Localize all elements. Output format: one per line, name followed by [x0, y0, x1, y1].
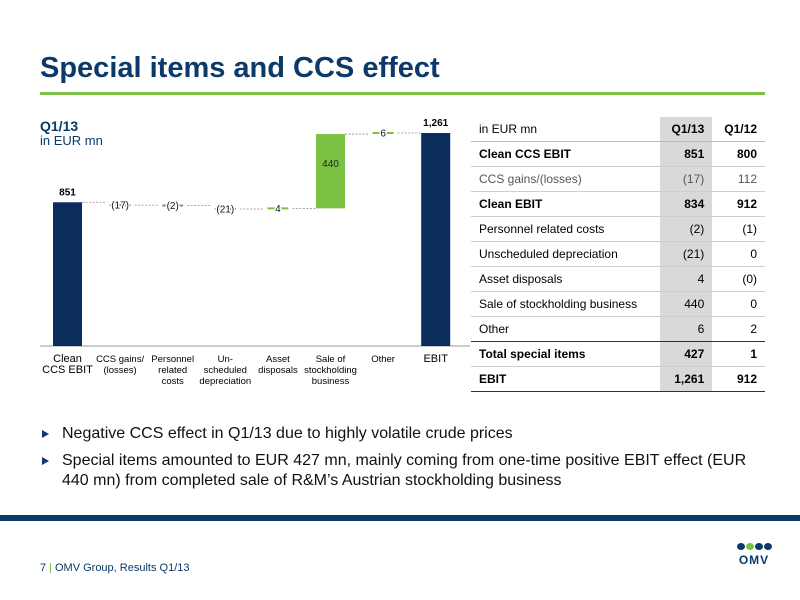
bar-value-label: (2)	[167, 201, 179, 212]
bullet-text: Special items amounted to EUR 427 mn, ma…	[62, 452, 747, 489]
table-cell-q113: (17)	[659, 166, 713, 192]
table-row: Clean CCS EBIT 851 800	[471, 141, 765, 167]
table-cell-q112: 1	[712, 341, 765, 367]
table-cell-q112: 2	[712, 316, 765, 342]
table-cell-q112: 0	[712, 241, 765, 267]
triangle-bullet-icon	[42, 457, 49, 465]
bar-value-label: 6	[380, 129, 386, 140]
table-cell-q112: 912	[712, 191, 765, 217]
table-cell-q113: 1,261	[659, 366, 713, 392]
table-row: EBIT 1,261 912	[471, 366, 765, 392]
category-label: Clean	[53, 353, 82, 365]
table-cell-label: Clean CCS EBIT	[471, 141, 660, 167]
table-header-q113: Q1/13	[659, 117, 713, 142]
category-label: Asset	[266, 354, 290, 365]
category-label: Un-	[218, 354, 233, 365]
category-label: EBIT	[423, 353, 448, 365]
table-cell-q113: (21)	[659, 241, 713, 267]
bar-value-label: 440	[322, 159, 339, 170]
bar-value-label: (17)	[111, 201, 129, 212]
table-cell-q113: 6	[659, 316, 713, 342]
table-cell-q112: (0)	[712, 266, 765, 292]
table-row: Sale of stockholding business 440 0	[471, 291, 765, 317]
footer-text: OMV Group, Results Q1/13	[54, 562, 190, 574]
table-cell-label: Asset disposals	[471, 266, 660, 292]
bullet-item: Special items amounted to EUR 427 mn, ma…	[40, 451, 760, 491]
table-cell-q113: 834	[659, 191, 713, 217]
bar-value-label: 4	[275, 204, 281, 215]
table-cell-q112: 800	[712, 141, 765, 167]
table-cell-q112: 912	[712, 366, 765, 392]
bullet-list: Negative CCS effect in Q1/13 due to high…	[40, 424, 760, 498]
table-cell-q113: 440	[659, 291, 713, 317]
bar-value-label: (21)	[216, 205, 234, 216]
table-header-label: in EUR mn	[471, 117, 660, 142]
chart-period: Q1/13	[40, 118, 79, 134]
title-divider	[40, 92, 765, 95]
bar-increase	[316, 134, 345, 209]
table-cell-q113: (2)	[659, 216, 713, 242]
category-label: Sale of	[316, 354, 346, 365]
table-cell-q113: 4	[659, 266, 713, 292]
category-label: costs	[162, 376, 184, 387]
category-label: stockholding	[304, 365, 357, 376]
category-label: business	[312, 376, 350, 387]
slide-title: Special items and CCS effect	[40, 52, 440, 84]
table-row: CCS gains/(losses) (17) 112	[471, 166, 765, 192]
table-row: Asset disposals 4 (0)	[471, 266, 765, 292]
table-cell-label: Clean EBIT	[471, 191, 660, 217]
category-label: Personnel	[151, 354, 194, 365]
bullet-text: Negative CCS effect in Q1/13 due to high…	[62, 425, 513, 442]
category-label: depreciation	[199, 376, 251, 387]
table-cell-label: Sale of stockholding business	[471, 291, 660, 317]
table-cell-label: Personnel related costs	[471, 216, 660, 242]
footer-bar	[0, 515, 800, 521]
category-label: CCS gains/	[96, 354, 144, 365]
chart-header: Q1/13 in EUR mn	[40, 118, 103, 148]
table-cell-q112: 0	[712, 291, 765, 317]
table-row: Unscheduled depreciation (21) 0	[471, 241, 765, 267]
category-label: CCS EBIT	[42, 364, 93, 376]
category-label: disposals	[258, 365, 298, 376]
table-cell-label: Unscheduled depreciation	[471, 241, 660, 267]
table-cell-label: EBIT	[471, 366, 660, 392]
table-cell-q112: 112	[712, 166, 765, 192]
table-header-q112: Q1/12	[712, 117, 765, 142]
special-items-table: in EUR mn Q1/13 Q1/12 Clean CCS EBIT 851 800 C…	[471, 117, 765, 392]
bar-total	[421, 133, 451, 346]
bar-total	[53, 202, 82, 346]
triangle-bullet-icon	[42, 430, 49, 438]
category-label: (losses)	[103, 365, 136, 376]
table-header-row: in EUR mn Q1/13 Q1/12	[471, 117, 765, 142]
footer: 7 | OMV Group, Results Q1/13	[40, 562, 190, 574]
table-cell-label: Other	[471, 316, 660, 342]
table-cell-q112: (1)	[712, 216, 765, 242]
table-row: Clean EBIT 834 912	[471, 191, 765, 217]
table-cell-q113: 427	[659, 341, 713, 367]
table-cell-label: CCS gains/(losses)	[471, 166, 660, 192]
category-label: Other	[371, 354, 395, 365]
category-label: related	[158, 365, 187, 376]
table-row: Personnel related costs (2) (1)	[471, 216, 765, 242]
table-cell-label: Total special items	[471, 341, 660, 367]
table-cell-q113: 851	[659, 141, 713, 167]
bar-value-label: 1,261	[423, 118, 448, 129]
category-label: scheduled	[204, 365, 247, 376]
page-number: 7	[40, 562, 47, 574]
omv-logo: OMV	[734, 543, 774, 577]
chart-unit: in EUR mn	[40, 133, 103, 148]
table-row: Other 6 2	[471, 316, 765, 342]
bar-value-label: 851	[59, 187, 76, 198]
logo-word: OMV	[738, 553, 770, 567]
table-row: Total special items 427 1	[471, 341, 765, 367]
bullet-item: Negative CCS effect in Q1/13 due to high…	[40, 424, 760, 444]
